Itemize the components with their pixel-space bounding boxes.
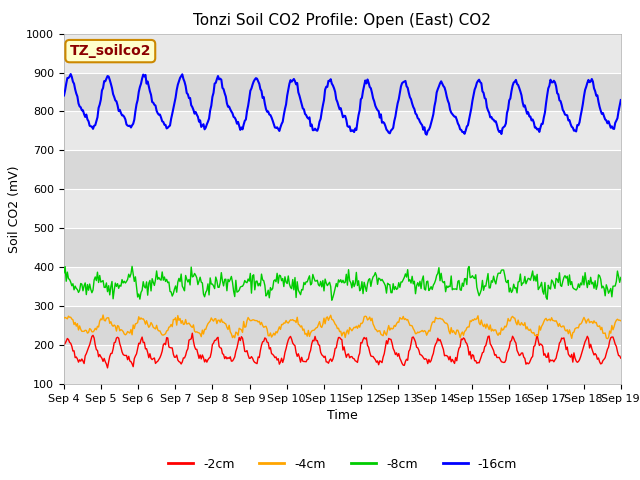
Bar xyxy=(64,306,621,345)
Y-axis label: Soil CO2 (mV): Soil CO2 (mV) xyxy=(8,165,20,252)
Text: TZ_soilco2: TZ_soilco2 xyxy=(70,44,151,58)
Bar xyxy=(64,111,621,150)
Title: Tonzi Soil CO2 Profile: Open (East) CO2: Tonzi Soil CO2 Profile: Open (East) CO2 xyxy=(193,13,492,28)
Bar xyxy=(64,267,621,306)
Bar xyxy=(64,150,621,189)
Bar xyxy=(64,189,621,228)
X-axis label: Time: Time xyxy=(327,409,358,422)
Bar xyxy=(64,72,621,111)
Bar xyxy=(64,345,621,384)
Bar xyxy=(64,228,621,267)
Legend: -2cm, -4cm, -8cm, -16cm: -2cm, -4cm, -8cm, -16cm xyxy=(163,453,522,476)
Bar xyxy=(64,34,621,72)
